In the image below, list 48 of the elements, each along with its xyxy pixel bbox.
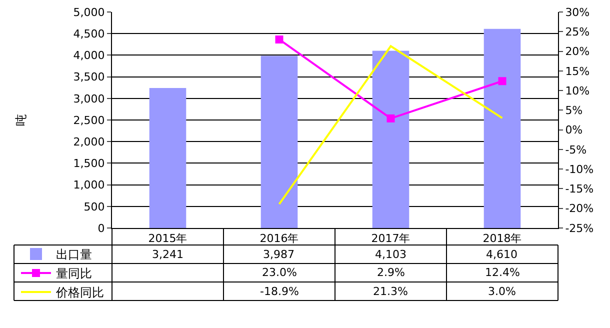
y2-tick-label: -20% <box>565 202 594 216</box>
y-tick-label: 3,500 <box>73 70 105 84</box>
y-tick-label: 4,500 <box>73 27 105 40</box>
y2-tick-label: -25% <box>565 222 594 235</box>
legend-label: 出口量 <box>56 248 92 262</box>
y2-tick-label: -5% <box>565 143 587 156</box>
legend-label: 价格同比 <box>55 286 104 300</box>
data-label: 23.0% <box>262 266 297 279</box>
data-label: 3,987 <box>263 248 294 261</box>
data-label: 3,241 <box>152 248 184 261</box>
data-label: 3.0% <box>488 285 516 298</box>
y2-tick-label: -15% <box>565 182 594 196</box>
data-label: 2.9% <box>377 266 405 279</box>
x-tick-label: 2015年 <box>148 232 188 246</box>
data-label: 21.3% <box>373 285 408 298</box>
point <box>275 35 284 44</box>
y-tick-label: 4,000 <box>73 49 105 62</box>
y2-tick-label: 0% <box>565 124 583 137</box>
bar <box>260 56 298 228</box>
y-axis-title: 吨 <box>14 114 28 126</box>
point <box>498 77 506 86</box>
y-tick-label: 500 <box>84 200 105 214</box>
x-tick-label: 2017年 <box>371 232 410 246</box>
y-tick-label: 1,500 <box>73 157 105 170</box>
data-label: 12.4% <box>485 266 520 279</box>
bar <box>149 88 186 228</box>
y2-tick-label: 25% <box>565 25 590 38</box>
y2-tick-label: -10% <box>565 162 594 176</box>
legend-label: 量同比 <box>56 266 92 281</box>
point <box>386 114 395 122</box>
x-tick-label: 2018年 <box>482 232 522 246</box>
data-label: 4,610 <box>486 248 518 261</box>
y2-tick-label: 10% <box>565 84 590 98</box>
y2-tick-label: 20% <box>565 45 590 58</box>
y-tick-label: 5,000 <box>73 6 105 19</box>
y-tick-label: 2,500 <box>73 114 105 127</box>
y-tick-label: 0 <box>98 222 105 235</box>
data-label: -18.9% <box>260 285 299 298</box>
y-tick-label: 3,000 <box>73 92 105 106</box>
x-tick-label: 2016年 <box>260 232 299 246</box>
y2-tick-label: 5% <box>565 104 583 118</box>
bar <box>484 28 521 228</box>
y2-tick-label: 30% <box>565 6 590 19</box>
y-tick-label: 2,000 <box>73 135 105 148</box>
bar <box>372 50 410 228</box>
data-label: 4,103 <box>375 248 406 261</box>
y-tick-label: 1,000 <box>73 178 105 192</box>
y2-tick-label: 15% <box>565 64 590 78</box>
